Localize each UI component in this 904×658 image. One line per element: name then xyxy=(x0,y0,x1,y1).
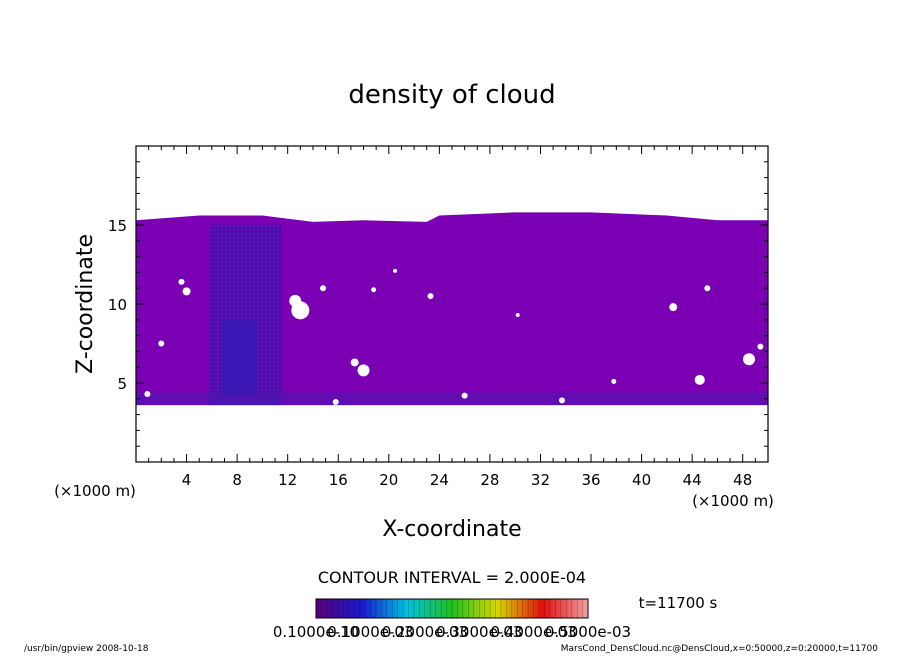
clear-gap xyxy=(461,392,468,399)
clear-gap xyxy=(515,313,520,318)
x-tick-label: 8 xyxy=(232,471,242,489)
contour-interval-label: CONTOUR INTERVAL = 2.000E-04 xyxy=(318,568,586,587)
clear-gap xyxy=(144,391,151,398)
colorbar-label: 0.2000e-03 xyxy=(382,623,468,641)
clear-gap xyxy=(669,303,678,312)
footer-left: /usr/bin/gpview 2008-10-18 xyxy=(24,644,149,654)
clear-gap xyxy=(158,340,165,347)
x-tick-label: 20 xyxy=(379,471,398,489)
x-tick-label: 48 xyxy=(733,471,752,489)
clear-gap xyxy=(332,398,339,405)
colorbar-label: 0.5000e-03 xyxy=(545,623,631,641)
cloud-layer xyxy=(136,212,768,406)
x-tick-label: 36 xyxy=(581,471,600,489)
dense-cloud-core xyxy=(221,319,258,396)
plot-area xyxy=(136,212,768,406)
clear-gap xyxy=(289,294,302,307)
clear-gap xyxy=(178,278,185,285)
clear-gap xyxy=(757,343,764,350)
clear-gap xyxy=(182,287,191,296)
clear-gap xyxy=(357,364,370,377)
clear-gap xyxy=(427,293,434,300)
x-tick-label: 44 xyxy=(683,471,702,489)
time-label: t=11700 s xyxy=(639,594,718,612)
x-axis-label: X-coordinate xyxy=(382,517,521,542)
x-tick-label: 16 xyxy=(329,471,348,489)
x-tick-label: 32 xyxy=(531,471,550,489)
clear-gap xyxy=(611,378,617,384)
clear-gap xyxy=(350,358,359,367)
y-tick-label: 10 xyxy=(108,296,127,314)
clear-gap xyxy=(694,374,705,385)
colorbar-label: 0.1000e-10 xyxy=(273,623,359,641)
clear-gap xyxy=(558,397,565,404)
y-axis-label: Z-coordinate xyxy=(73,234,98,374)
clear-gap xyxy=(704,285,711,292)
footer-right: MarsCond_DensCloud.nc@DensCloud,x=0:5000… xyxy=(561,644,878,654)
colorbar-label: 0.4000e-03 xyxy=(490,623,576,641)
chart-title: density of cloud xyxy=(348,80,555,110)
colorbar-labels: 0.1000e-100.1000e-030.2000e-030.3000e-03… xyxy=(273,623,631,641)
clear-gap xyxy=(320,285,327,292)
dense-cloud-column xyxy=(209,225,282,406)
colorbar-label: 0.1000e-03 xyxy=(327,623,413,641)
clear-gap xyxy=(371,287,377,293)
clear-gap xyxy=(393,268,398,273)
x-tick-label: 28 xyxy=(480,471,499,489)
clear-gap xyxy=(743,353,756,366)
colorbar-label: 0.3000e-03 xyxy=(436,623,522,641)
cloud-base-band xyxy=(136,392,768,406)
x-tick-label: 40 xyxy=(632,471,651,489)
colorbar-ticks xyxy=(321,599,583,618)
x-tick-label: 12 xyxy=(278,471,297,489)
y-tick-label: 5 xyxy=(117,375,127,393)
x-tick-label: 4 xyxy=(182,471,192,489)
x-unit-left: (×1000 m) xyxy=(54,482,136,500)
y-tick-label: 15 xyxy=(108,217,127,235)
x-unit-right: (×1000 m) xyxy=(692,492,774,510)
x-tick-label: 24 xyxy=(430,471,449,489)
